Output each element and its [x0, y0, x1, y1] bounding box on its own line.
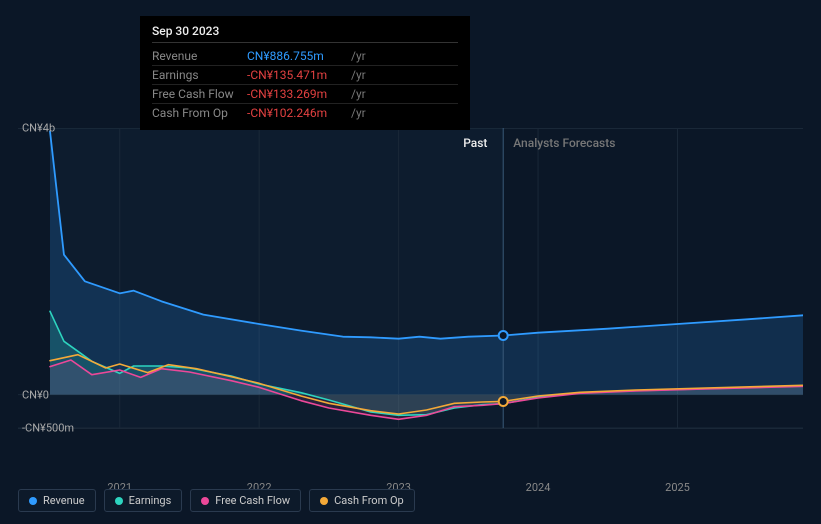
tooltip-row-value: -CN¥133.269m: [247, 87, 347, 101]
x-axis-label: 2025: [665, 481, 690, 494]
tooltip-row: Earnings-CN¥135.471m/yr: [152, 66, 458, 85]
financials-chart[interactable]: CN¥4bCN¥0-CN¥500m 20212022202320242025 P…: [18, 128, 803, 476]
tooltip-row-value: CN¥886.755m: [247, 49, 347, 63]
tooltip-row-value: -CN¥102.246m: [247, 106, 347, 120]
legend-item-revenue[interactable]: Revenue: [18, 489, 96, 512]
legend-item-label: Revenue: [43, 494, 85, 507]
tooltip-row-unit: /yr: [347, 49, 366, 63]
tooltip-row-unit: /yr: [347, 106, 366, 120]
legend-dot-icon: [201, 497, 209, 505]
tooltip-date: Sep 30 2023: [152, 24, 458, 43]
tooltip-row-unit: /yr: [347, 87, 366, 101]
tooltip-row: Cash From Op-CN¥102.246m/yr: [152, 104, 458, 122]
x-axis-label: 2024: [526, 481, 551, 494]
y-axis-label: CN¥0: [22, 388, 49, 401]
chart-legend: Revenue Earnings Free Cash Flow Cash From O…: [18, 489, 415, 512]
tooltip-row: Free Cash Flow-CN¥133.269m/yr: [152, 85, 458, 104]
y-axis-label: CN¥4b: [22, 122, 55, 135]
region-forecast-label: Analysts Forecasts: [513, 136, 615, 150]
legend-item-label: Free Cash Flow: [215, 494, 290, 507]
legend-item-earnings[interactable]: Earnings: [104, 489, 183, 512]
tooltip-row-label: Revenue: [152, 49, 247, 63]
tooltip-row-label: Free Cash Flow: [152, 87, 247, 101]
legend-dot-icon: [320, 497, 328, 505]
legend-item-free_cash_flow[interactable]: Free Cash Flow: [190, 489, 301, 512]
tooltip-row: RevenueCN¥886.755m/yr: [152, 47, 458, 66]
legend-item-label: Cash From Op: [334, 494, 404, 507]
legend-item-cash_from_op[interactable]: Cash From Op: [309, 489, 415, 512]
legend-dot-icon: [29, 497, 37, 505]
tooltip-row-value: -CN¥135.471m: [247, 68, 347, 82]
tooltip-row-label: Cash From Op: [152, 106, 247, 120]
legend-item-label: Earnings: [129, 494, 172, 507]
chart-tooltip: Sep 30 2023 RevenueCN¥886.755m/yrEarning…: [140, 16, 470, 130]
tooltip-row-label: Earnings: [152, 68, 247, 82]
region-past-label: Past: [463, 136, 487, 150]
legend-dot-icon: [115, 497, 123, 505]
tooltip-row-unit: /yr: [347, 68, 366, 82]
y-axis-label: -CN¥500m: [22, 422, 74, 435]
chart-canvas: [18, 128, 803, 448]
